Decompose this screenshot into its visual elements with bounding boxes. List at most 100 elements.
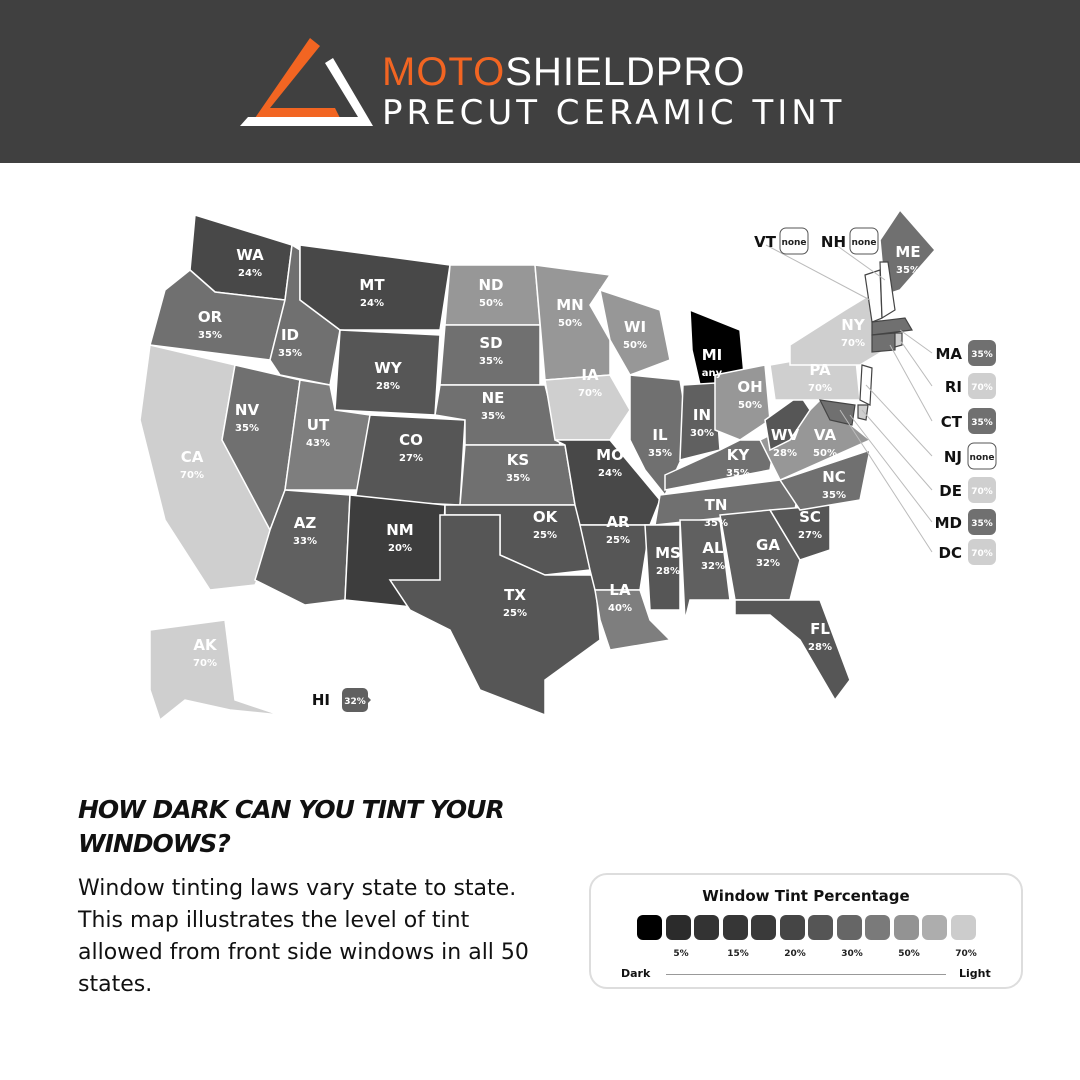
state-ak	[149, 619, 281, 722]
small-state-shape	[894, 332, 903, 348]
state-code-label: UT	[307, 416, 330, 434]
state-code-label: NV	[235, 401, 260, 419]
state-code-label: PA	[809, 361, 831, 379]
state-value-label: 50%	[558, 318, 582, 329]
state-code-label: MS	[655, 544, 681, 562]
state-value-label: any	[702, 368, 723, 379]
state-code-label: WV	[771, 426, 800, 444]
value-box	[342, 688, 368, 712]
state-code-label: VA	[814, 426, 837, 444]
callout-value: 35%	[971, 519, 993, 529]
state-code-label: NY	[841, 316, 866, 334]
legend-swatch	[922, 915, 947, 940]
state-code-label: NC	[822, 468, 846, 486]
callout-value: none	[851, 238, 876, 248]
legend-dark: Dark	[621, 967, 651, 980]
state-code-label: IN	[693, 406, 711, 424]
state-value-label: 28%	[376, 381, 400, 392]
state-al	[679, 519, 731, 621]
callout-line	[861, 409, 933, 491]
state-code-label: AK	[193, 636, 218, 654]
small-state-shape	[871, 332, 896, 353]
state-code-label: AL	[702, 539, 724, 557]
state-value-label: 24%	[238, 268, 262, 279]
callout-line	[835, 244, 886, 281]
callout-value-box	[849, 227, 879, 255]
legend-swatch	[694, 915, 719, 940]
state-value-label: 35%	[726, 468, 750, 479]
state-value-label: 50%	[813, 448, 837, 459]
info-body: Window tinting laws vary state to state.…	[78, 876, 529, 997]
state-value-label: 35%	[896, 265, 920, 276]
state-value-label: 70%	[193, 658, 217, 669]
state-value-label: 35%	[479, 356, 503, 367]
state-value-label: 24%	[598, 468, 622, 479]
state-code-label: MT	[359, 276, 385, 294]
state-nc	[778, 448, 871, 511]
state-value-label: 70%	[841, 338, 865, 349]
state-value-label: 32%	[344, 697, 366, 707]
callout-value-box	[968, 509, 996, 535]
state-mt	[299, 244, 451, 331]
state-value-label: 70%	[180, 470, 204, 481]
state-value-label: 24%	[360, 298, 384, 309]
state-value-label: 50%	[479, 298, 503, 309]
state-value-label: 35%	[481, 411, 505, 422]
legend-label: 5%	[673, 949, 689, 959]
callout-state-code: MA	[935, 345, 962, 363]
info-heading: HOW DARK CAN YOU TINT YOUR WINDOWS?	[78, 795, 505, 858]
legend-label: 15%	[727, 949, 749, 959]
state-il	[629, 374, 691, 497]
state-value-label: 28%	[773, 448, 797, 459]
state-code-label: CO	[399, 431, 423, 449]
legend-light: Light	[959, 967, 991, 980]
callout-value-box	[968, 477, 996, 503]
state-value-label: 40%	[608, 603, 632, 614]
state-code-label: LA	[609, 581, 631, 599]
state-nd	[444, 264, 541, 326]
state-wi	[599, 288, 671, 376]
callout-line	[889, 344, 933, 422]
state-value-label: 28%	[808, 642, 832, 653]
state-code-label: AZ	[294, 514, 317, 532]
state-value-label: 35%	[822, 490, 846, 501]
state-fl	[734, 599, 851, 702]
state-code-label: OH	[737, 378, 762, 396]
state-ms	[644, 524, 681, 611]
legend-swatch	[779, 915, 805, 940]
callout-line	[899, 339, 933, 387]
state-code-label: WA	[236, 246, 264, 264]
brand-accent: MOTO	[382, 50, 506, 94]
callout-value-box	[968, 340, 996, 366]
state-code-label: MO	[596, 446, 624, 464]
state-code-label: KS	[507, 451, 529, 469]
callout-value: 70%	[971, 549, 993, 559]
callout-value: 35%	[971, 350, 993, 360]
callout-state-code: NJ	[944, 448, 962, 466]
legend-swatch	[893, 915, 919, 940]
triangle-logo-icon	[240, 38, 373, 126]
state-value-label: 43%	[306, 438, 330, 449]
callout-line	[839, 409, 933, 553]
state-code-label: FL	[810, 620, 830, 638]
state-la	[594, 589, 672, 651]
us-tint-map: WA 24% OR 35% CA 70% NV 35% ID 35% MT 24% WY 28% UT 43%…	[139, 208, 997, 722]
dark-light-arrow	[666, 974, 946, 975]
legend-swatch	[665, 915, 691, 940]
state-value-label: 50%	[623, 340, 647, 351]
state-value-label: 32%	[701, 561, 725, 572]
callout-state-code: DE	[939, 482, 962, 500]
state-value-label: 35%	[278, 348, 302, 359]
state-code-label: ND	[478, 276, 503, 294]
state-code-label: GA	[756, 536, 780, 554]
callout-state-code: VT	[754, 233, 777, 251]
callout-line	[865, 384, 933, 457]
state-value-label: 27%	[798, 530, 822, 541]
state-ga	[719, 509, 801, 601]
legend-label: 70%	[955, 949, 977, 959]
callout-value: 70%	[971, 487, 993, 497]
state-value-label: 20%	[388, 543, 412, 554]
callout-value-box	[968, 539, 996, 565]
legend-swatch	[722, 915, 748, 940]
callout-value: none	[969, 453, 994, 463]
